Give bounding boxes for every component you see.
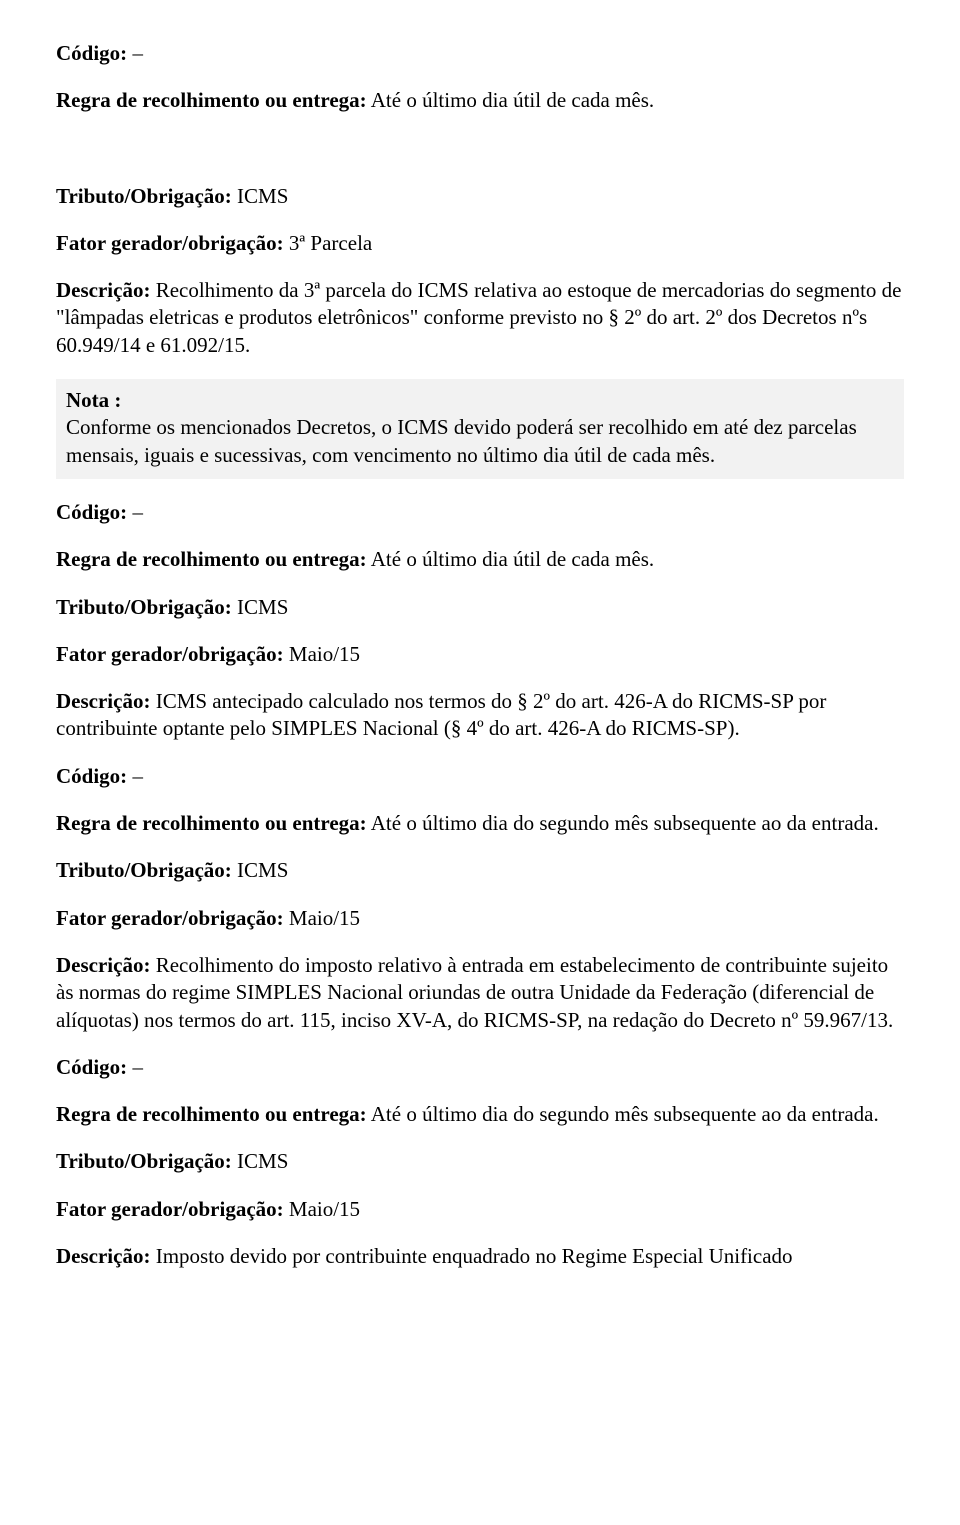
document-page: Código: – Regra de recolhimento ou entre… — [0, 0, 960, 1310]
descricao-line: Descrição: Recolhimento da 3ª parcela do… — [56, 277, 904, 359]
codigo-label: Código: — [56, 764, 127, 788]
codigo-line: Código: – — [56, 763, 904, 790]
tributo-label: Tributo/Obrigação: — [56, 858, 232, 882]
regra-label: Regra de recolhimento ou entrega: — [56, 1102, 367, 1126]
fator-label: Fator gerador/obrigação: — [56, 1197, 284, 1221]
descricao-label: Descrição: — [56, 278, 150, 302]
descricao-value: ICMS antecipado calculado nos termos do … — [56, 689, 826, 740]
fator-line: Fator gerador/obrigação: Maio/15 — [56, 1196, 904, 1223]
fator-label: Fator gerador/obrigação: — [56, 231, 284, 255]
fator-label: Fator gerador/obrigação: — [56, 642, 284, 666]
tributo-line: Tributo/Obrigação: ICMS — [56, 183, 904, 210]
descricao-value: Recolhimento da 3ª parcela do ICMS relat… — [56, 278, 902, 357]
regra-value: Até o último dia do segundo mês subseque… — [371, 811, 879, 835]
fator-line: Fator gerador/obrigação: Maio/15 — [56, 905, 904, 932]
regra-value: Até o último dia útil de cada mês. — [371, 547, 654, 571]
fator-line: Fator gerador/obrigação: 3ª Parcela — [56, 230, 904, 257]
tributo-label: Tributo/Obrigação: — [56, 595, 232, 619]
nota-body: Conforme os mencionados Decretos, o ICMS… — [66, 414, 894, 469]
codigo-value: – — [132, 1055, 143, 1079]
section-spacer — [56, 135, 904, 183]
regra-label: Regra de recolhimento ou entrega: — [56, 811, 367, 835]
tributo-value: ICMS — [237, 1149, 288, 1173]
tributo-value: ICMS — [237, 858, 288, 882]
codigo-value: – — [132, 764, 143, 788]
regra-value: Até o último dia útil de cada mês. — [371, 88, 654, 112]
nota-box: Nota : Conforme os mencionados Decretos,… — [56, 379, 904, 479]
tributo-value: ICMS — [237, 184, 288, 208]
codigo-line: Código: – — [56, 499, 904, 526]
descricao-value: Recolhimento do imposto relativo à entra… — [56, 953, 893, 1032]
codigo-value: – — [132, 500, 143, 524]
fator-value: Maio/15 — [289, 906, 360, 930]
descricao-line: Descrição: Imposto devido por contribuin… — [56, 1243, 904, 1270]
codigo-value: – — [132, 41, 143, 65]
regra-value: Até o último dia do segundo mês subseque… — [371, 1102, 879, 1126]
tributo-label: Tributo/Obrigação: — [56, 1149, 232, 1173]
regra-line: Regra de recolhimento ou entrega: Até o … — [56, 810, 904, 837]
regra-line: Regra de recolhimento ou entrega: Até o … — [56, 1101, 904, 1128]
regra-line: Regra de recolhimento ou entrega: Até o … — [56, 87, 904, 114]
descricao-line: Descrição: Recolhimento do imposto relat… — [56, 952, 904, 1034]
fator-value: 3ª Parcela — [289, 231, 372, 255]
codigo-label: Código: — [56, 1055, 127, 1079]
tributo-line: Tributo/Obrigação: ICMS — [56, 594, 904, 621]
nota-label: Nota : — [66, 387, 894, 414]
codigo-label: Código: — [56, 41, 127, 65]
descricao-line: Descrição: ICMS antecipado calculado nos… — [56, 688, 904, 743]
descricao-label: Descrição: — [56, 953, 150, 977]
codigo-line: Código: – — [56, 1054, 904, 1081]
fator-value: Maio/15 — [289, 1197, 360, 1221]
descricao-value: Imposto devido por contribuinte enquadra… — [156, 1244, 793, 1268]
regra-label: Regra de recolhimento ou entrega: — [56, 88, 367, 112]
descricao-label: Descrição: — [56, 689, 150, 713]
fator-label: Fator gerador/obrigação: — [56, 906, 284, 930]
tributo-line: Tributo/Obrigação: ICMS — [56, 1148, 904, 1175]
regra-line: Regra de recolhimento ou entrega: Até o … — [56, 546, 904, 573]
codigo-line: Código: – — [56, 40, 904, 67]
tributo-line: Tributo/Obrigação: ICMS — [56, 857, 904, 884]
regra-label: Regra de recolhimento ou entrega: — [56, 547, 367, 571]
fator-value: Maio/15 — [289, 642, 360, 666]
codigo-label: Código: — [56, 500, 127, 524]
fator-line: Fator gerador/obrigação: Maio/15 — [56, 641, 904, 668]
tributo-label: Tributo/Obrigação: — [56, 184, 232, 208]
descricao-label: Descrição: — [56, 1244, 150, 1268]
tributo-value: ICMS — [237, 595, 288, 619]
